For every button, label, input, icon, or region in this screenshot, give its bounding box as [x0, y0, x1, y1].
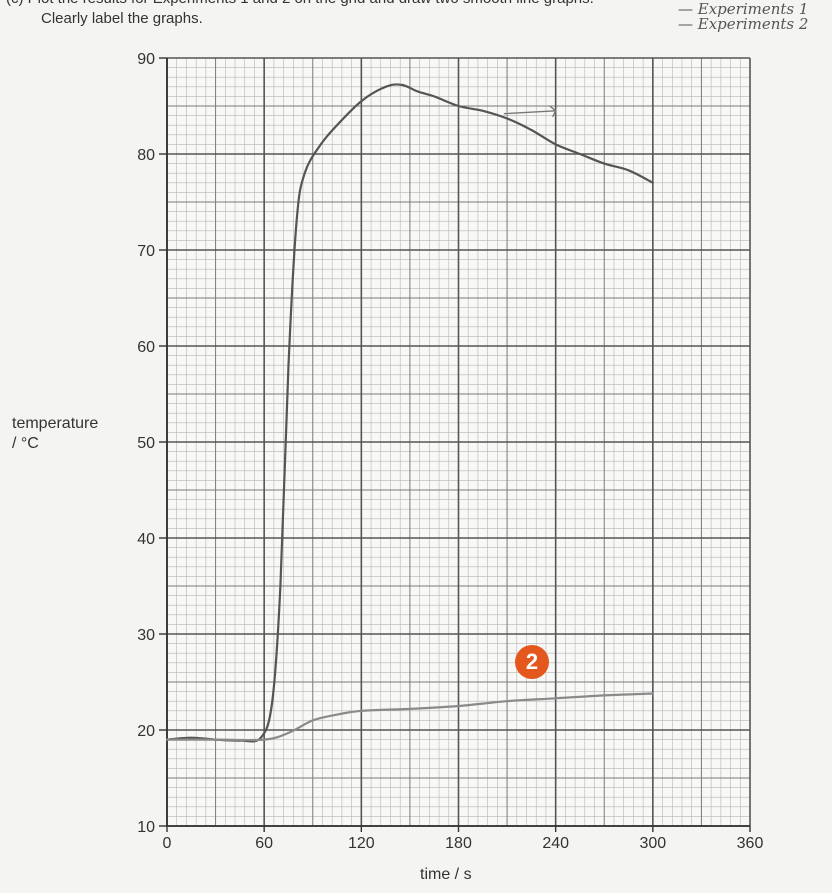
instruction-line-2: Clearly label the graphs. — [41, 10, 203, 27]
y-axis-label-line-1: temperature — [12, 415, 99, 432]
y-tick-label: 40 — [137, 531, 155, 548]
data-series — [165, 83, 654, 743]
y-tick-label: 80 — [137, 147, 155, 164]
y-tick-label: 20 — [137, 723, 155, 740]
y-tick-label: 60 — [137, 339, 155, 356]
x-tick-label: 240 — [542, 835, 569, 852]
handwritten-arrow — [503, 105, 557, 118]
x-tick-label: 120 — [348, 835, 375, 852]
tick-labels: 10 20 30 40 50 60 70 80 90 0 60 120 180 240 300 360 — [137, 51, 763, 852]
x-tick-label: 0 — [163, 835, 172, 852]
handwritten-legend: — Experiments 1 — Experiments 2 — [678, 2, 808, 32]
series-line-experiment-1 — [165, 83, 654, 743]
y-axis-label: temperature / °C — [12, 414, 98, 454]
annotation-badge: 2 — [515, 645, 549, 679]
y-tick-label: 70 — [137, 243, 155, 260]
legend-entry-experiment-1: — Experiments 1 — [678, 0, 809, 18]
x-tick-label: 180 — [445, 835, 472, 852]
x-axis-label: time / s — [420, 866, 472, 883]
y-tick-label: 10 — [137, 819, 155, 836]
y-tick-label: 30 — [137, 627, 155, 644]
legend-entry-experiment-2: — Experiments 2 — [678, 15, 809, 33]
y-tick-label: 50 — [137, 435, 155, 452]
x-tick-label: 360 — [737, 835, 764, 852]
x-tick-label: 300 — [639, 835, 666, 852]
y-tick-label: 90 — [137, 51, 155, 68]
instruction-line-1: (c) Plot the results for Experiments 1 a… — [6, 0, 594, 9]
x-tick-label: 60 — [255, 835, 273, 852]
y-axis-label-line-2: / °C — [12, 435, 39, 452]
series-line-experiment-2 — [165, 692, 654, 742]
